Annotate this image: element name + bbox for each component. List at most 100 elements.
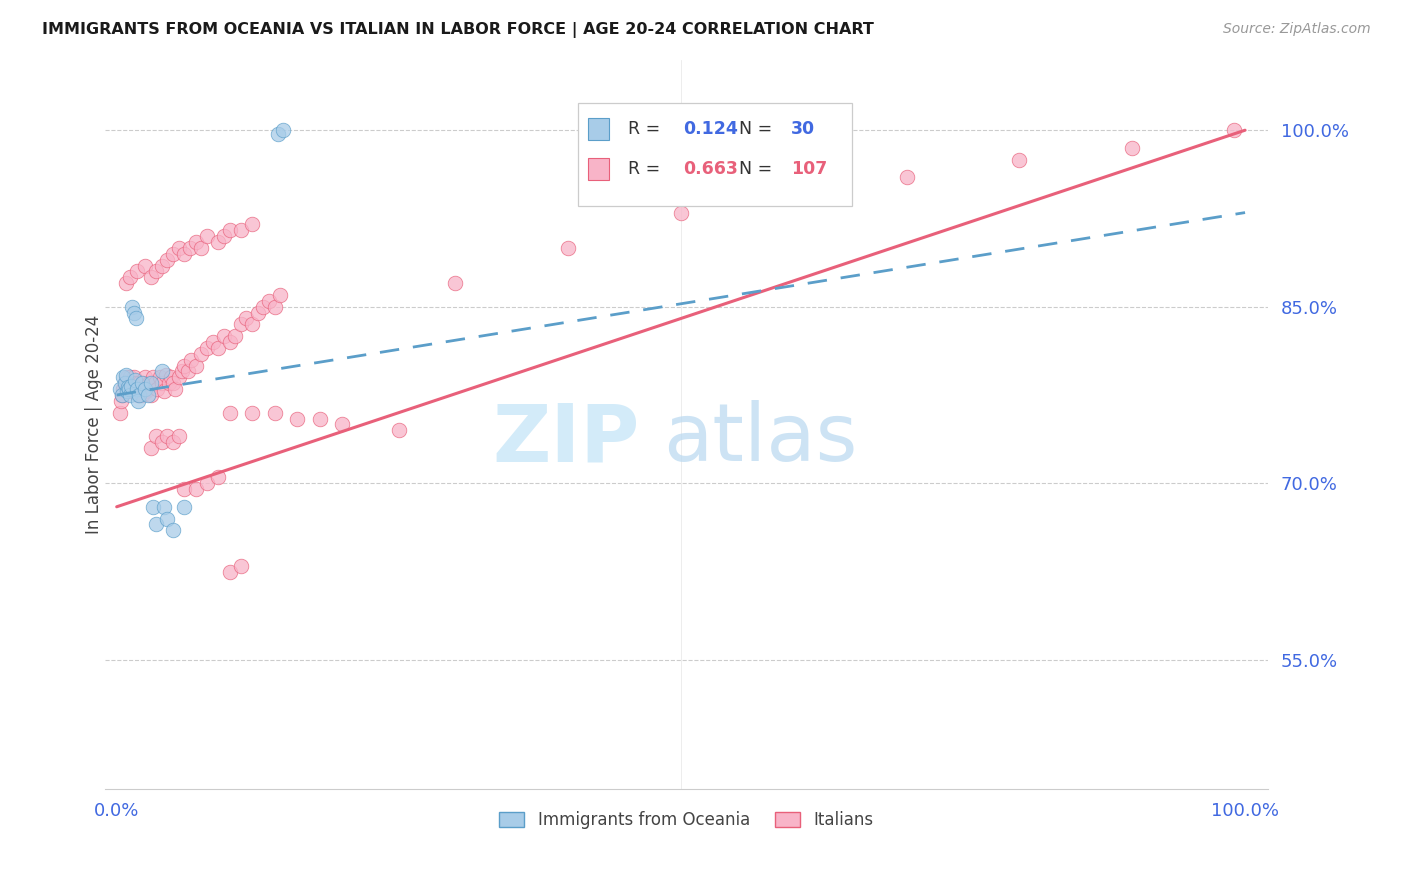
Point	[285, 411, 308, 425]
Text: 30: 30	[792, 120, 815, 138]
Point	[114, 376, 136, 391]
Point	[112, 370, 135, 384]
Point	[218, 565, 240, 579]
Point	[308, 411, 330, 425]
Point	[240, 318, 263, 332]
Point	[155, 368, 177, 382]
Point	[150, 435, 173, 450]
Y-axis label: In Labor Force | Age 20-24: In Labor Force | Age 20-24	[86, 315, 103, 534]
Point	[218, 223, 240, 237]
Point	[246, 305, 269, 319]
Text: N =: N =	[738, 120, 778, 138]
Point	[165, 382, 187, 396]
Point	[131, 388, 153, 402]
Text: 0.124: 0.124	[683, 120, 738, 138]
Point	[121, 300, 143, 314]
Point	[1121, 141, 1143, 155]
FancyBboxPatch shape	[578, 103, 852, 205]
Point	[173, 359, 195, 373]
Point	[896, 170, 918, 185]
Point	[218, 334, 240, 349]
Point	[172, 364, 194, 378]
Point	[173, 246, 195, 260]
Text: 0.663: 0.663	[683, 160, 738, 178]
Point	[136, 382, 159, 396]
Point	[124, 373, 146, 387]
Point	[263, 406, 285, 420]
Point	[131, 376, 153, 391]
Point	[138, 376, 160, 391]
Point	[444, 276, 467, 290]
Point	[332, 417, 354, 432]
Point	[252, 300, 274, 314]
Point	[229, 223, 252, 237]
Point	[129, 382, 152, 396]
Point	[207, 341, 229, 355]
Point	[146, 382, 169, 396]
Point	[235, 311, 257, 326]
Point	[263, 300, 285, 314]
Point	[207, 235, 229, 249]
Point	[120, 376, 142, 391]
Point	[125, 376, 148, 391]
Text: Source: ZipAtlas.com: Source: ZipAtlas.com	[1223, 22, 1371, 37]
Point	[783, 182, 806, 196]
Point	[150, 259, 173, 273]
Point	[160, 370, 183, 384]
Point	[132, 382, 155, 396]
Point	[111, 388, 134, 402]
Point	[150, 376, 173, 391]
Point	[148, 370, 170, 384]
Point	[124, 382, 146, 396]
Point	[125, 264, 148, 278]
Point	[229, 318, 252, 332]
Point	[114, 276, 136, 290]
Point	[125, 311, 148, 326]
Point	[122, 370, 145, 384]
Point	[128, 388, 150, 402]
Point	[142, 500, 165, 514]
Point	[162, 376, 184, 391]
Point	[224, 329, 246, 343]
Point	[184, 235, 207, 249]
Text: N =: N =	[738, 160, 778, 178]
Point	[125, 382, 148, 396]
Point	[145, 264, 167, 278]
Point	[240, 218, 263, 232]
Point	[167, 370, 190, 384]
Point	[156, 252, 179, 267]
Point	[115, 370, 138, 384]
Point	[139, 376, 162, 391]
Point	[173, 482, 195, 496]
Point	[173, 500, 195, 514]
Point	[271, 123, 294, 137]
Point	[156, 511, 179, 525]
Text: ZIP: ZIP	[492, 400, 640, 478]
Point	[139, 270, 162, 285]
Point	[125, 382, 148, 396]
Point	[195, 229, 218, 244]
Point	[257, 293, 280, 308]
Point	[240, 406, 263, 420]
Point	[167, 429, 190, 443]
Point	[118, 382, 141, 396]
Point	[153, 500, 176, 514]
Point	[212, 329, 235, 343]
Point	[184, 359, 207, 373]
Point	[180, 352, 202, 367]
Point	[156, 429, 179, 443]
Point	[145, 517, 167, 532]
Point	[112, 382, 135, 396]
Point	[153, 384, 176, 399]
Point	[139, 441, 162, 455]
Point	[120, 370, 142, 384]
Point	[114, 376, 136, 391]
Point	[111, 388, 134, 402]
Point	[118, 384, 141, 399]
Point	[134, 382, 156, 396]
Bar	[588, 158, 609, 180]
Point	[1223, 123, 1246, 137]
Point	[557, 241, 579, 255]
Text: 107: 107	[792, 160, 827, 178]
Point	[128, 376, 150, 391]
